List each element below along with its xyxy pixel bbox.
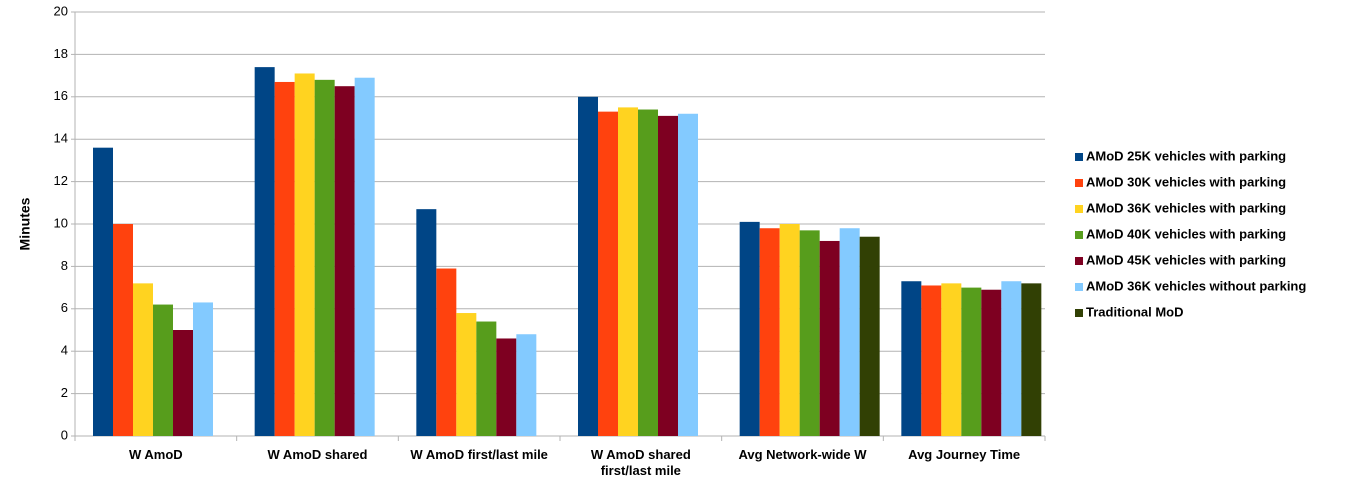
bar — [961, 287, 982, 436]
x-tick-label: W AmoD shared first/last mile — [591, 447, 691, 478]
bar — [1001, 281, 1022, 436]
bar — [496, 338, 517, 436]
bar — [456, 313, 477, 436]
x-tick-line: W AmoD — [129, 447, 183, 462]
y-tick-label: 12 — [54, 173, 68, 188]
y-tick-label: 4 — [61, 343, 68, 358]
bar — [759, 228, 780, 436]
bar — [678, 113, 698, 436]
x-tick-line: W AmoD first/last mile — [410, 447, 547, 462]
y-tick-label: 10 — [54, 215, 68, 230]
bar — [334, 86, 355, 436]
x-tick-line: W AmoD shared — [268, 447, 368, 462]
legend-label: AMoD 36K vehicles without parking — [1086, 278, 1306, 293]
bar — [921, 285, 942, 436]
legend-label: AMoD 30K vehicles with parking — [1086, 174, 1286, 189]
legend-label: AMoD 40K vehicles with parking — [1086, 226, 1286, 241]
x-tick-label: Avg Network-wide W — [738, 447, 867, 462]
bar — [193, 302, 213, 436]
bar — [294, 73, 315, 436]
bar — [516, 334, 537, 436]
y-tick-label: 18 — [54, 46, 68, 61]
legend-label: AMoD 25K vehicles with parking — [1086, 148, 1286, 163]
bar — [578, 96, 598, 437]
bar — [314, 79, 335, 436]
bar — [1021, 283, 1042, 436]
y-tick-label: 16 — [54, 88, 68, 103]
legend-swatch — [1075, 283, 1083, 291]
bar — [436, 268, 457, 436]
y-tick-label: 6 — [61, 300, 68, 315]
legend-label: AMoD 45K vehicles with parking — [1086, 252, 1286, 267]
legend-label: Traditional MoD — [1086, 304, 1184, 319]
bar — [153, 304, 173, 436]
bar — [618, 107, 638, 437]
y-tick-label: 0 — [61, 427, 68, 442]
y-tick-label: 8 — [61, 258, 68, 273]
legend-swatch — [1075, 205, 1083, 213]
bar — [254, 67, 275, 437]
x-tick-label: Avg Journey Time — [908, 447, 1020, 462]
y-axis-label: Minutes — [17, 197, 33, 250]
bar — [859, 236, 880, 436]
bar — [941, 283, 962, 436]
bar — [981, 289, 1002, 436]
legend-swatch — [1075, 179, 1083, 187]
bar — [819, 240, 840, 436]
bar — [274, 81, 295, 437]
x-tick-line: Avg Network-wide W — [738, 447, 867, 462]
x-tick-line: W AmoD shared — [591, 447, 691, 462]
x-tick-line: first/last mile — [601, 463, 681, 478]
x-tick-label: W AmoD — [129, 447, 183, 462]
bar — [354, 77, 375, 436]
x-tick-line: Avg Journey Time — [908, 447, 1020, 462]
bar — [839, 228, 860, 436]
legend-swatch — [1075, 153, 1083, 161]
x-tick-label: W AmoD shared — [268, 447, 368, 462]
bar — [638, 109, 658, 437]
legend-label: AMoD 36K vehicles with parking — [1086, 200, 1286, 215]
legend-swatch — [1075, 231, 1083, 239]
x-tick-label: W AmoD first/last mile — [410, 447, 547, 462]
bar — [779, 224, 800, 436]
bar — [476, 321, 497, 436]
bar — [901, 281, 922, 436]
bar — [739, 221, 760, 436]
y-tick-label: 20 — [54, 3, 68, 18]
y-tick-label: 14 — [54, 131, 68, 146]
bar — [598, 111, 618, 436]
bar — [113, 224, 133, 436]
bar — [93, 147, 113, 436]
bar — [658, 115, 678, 436]
bar — [416, 209, 437, 436]
bar — [799, 230, 820, 436]
y-tick-label: 2 — [61, 385, 68, 400]
bar — [133, 283, 153, 436]
legend-swatch — [1075, 309, 1083, 317]
bar — [173, 330, 193, 436]
legend-swatch — [1075, 257, 1083, 265]
